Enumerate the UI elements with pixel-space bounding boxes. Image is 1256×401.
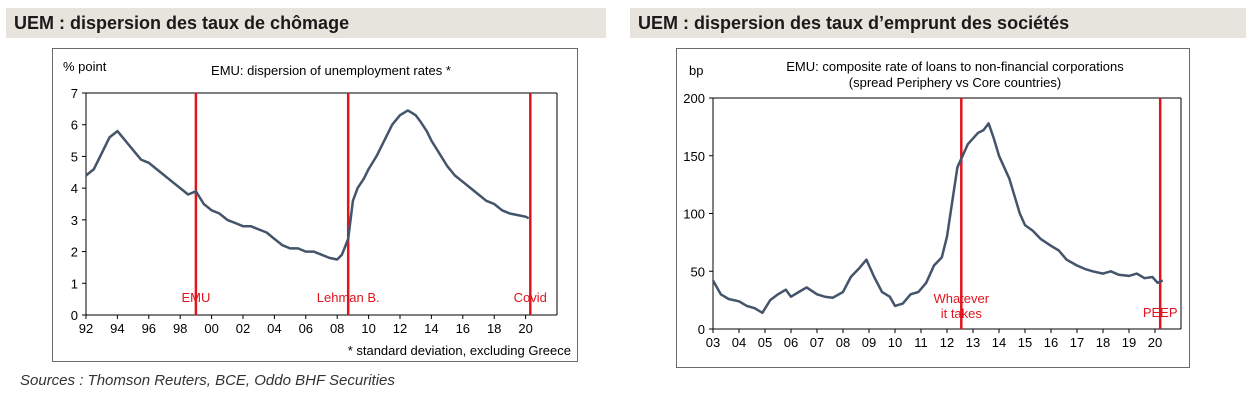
event-label: PEEP <box>1143 305 1178 320</box>
y-tick-label: 200 <box>683 91 705 106</box>
chart-subtitle: (spread Periphery vs Core countries) <box>849 75 1061 90</box>
x-tick-label: 19 <box>1122 335 1136 350</box>
y-tick-label: 2 <box>71 245 78 260</box>
chart-title-left: UEM : dispersion des taux de chômage <box>6 8 606 38</box>
sources-note: Sources : Thomson Reuters, BCE, Oddo BHF… <box>20 372 395 389</box>
y-tick-label: 0 <box>698 322 705 337</box>
x-tick-label: 07 <box>810 335 824 350</box>
y-tick-label: 150 <box>683 149 705 164</box>
x-tick-label: 18 <box>487 321 501 336</box>
event-label: it takes <box>941 306 983 321</box>
event-label: Whatever <box>933 291 989 306</box>
x-tick-label: 92 <box>79 321 93 336</box>
y-tick-label: 7 <box>71 86 78 101</box>
chart-footnote: * standard deviation, excluding Greece <box>348 343 571 358</box>
chart-title: EMU: composite rate of loans to non-fina… <box>786 59 1124 74</box>
series-line <box>711 122 1164 315</box>
x-tick-label: 06 <box>784 335 798 350</box>
y-tick-label: 50 <box>691 264 705 279</box>
x-tick-label: 18 <box>1096 335 1110 350</box>
event-label: EMU <box>181 290 210 305</box>
x-tick-label: 96 <box>142 321 156 336</box>
x-tick-label: 14 <box>424 321 438 336</box>
chart-title: EMU: dispersion of unemployment rates * <box>211 63 451 78</box>
x-tick-label: 04 <box>267 321 281 336</box>
y-tick-label: 6 <box>71 118 78 133</box>
x-tick-label: 14 <box>992 335 1006 350</box>
x-tick-label: 20 <box>1148 335 1162 350</box>
x-tick-label: 08 <box>836 335 850 350</box>
y-tick-label: 4 <box>71 181 78 196</box>
x-tick-label: 98 <box>173 321 187 336</box>
x-tick-label: 16 <box>456 321 470 336</box>
x-tick-label: 10 <box>361 321 375 336</box>
y-axis-label: bp <box>689 63 703 78</box>
x-tick-label: 04 <box>732 335 746 350</box>
x-tick-label: 09 <box>862 335 876 350</box>
x-tick-label: 94 <box>110 321 124 336</box>
x-tick-label: 15 <box>1018 335 1032 350</box>
y-axis-label: % point <box>63 59 107 74</box>
x-tick-label: 05 <box>758 335 772 350</box>
x-tick-label: 02 <box>236 321 250 336</box>
x-tick-label: 03 <box>706 335 720 350</box>
unemployment-dispersion-chart: 0 1 2 3 4 5 6 7 92 94 96 98 00 02 04 06 08 10 12 14 16 18 20 EM… <box>52 48 578 362</box>
x-tick-label: 13 <box>966 335 980 350</box>
series-line <box>85 109 530 261</box>
x-tick-label: 08 <box>330 321 344 336</box>
corporate-borrowing-spread-chart: 0 50 100 150 200 03 04 05 06 07 08 09 10 11 12 13 14 15 16… <box>676 48 1190 368</box>
y-tick-label: 0 <box>71 308 78 323</box>
x-tick-label: 11 <box>914 335 928 350</box>
chart-title-right: UEM : dispersion des taux d’emprunt des … <box>630 8 1246 38</box>
x-tick-label: 12 <box>393 321 407 336</box>
x-tick-label: 06 <box>299 321 313 336</box>
event-label: Covid <box>514 290 547 305</box>
x-tick-label: 16 <box>1044 335 1058 350</box>
y-tick-label: 100 <box>683 207 705 222</box>
x-tick-label: 10 <box>888 335 902 350</box>
y-tick-label: 1 <box>71 276 78 291</box>
y-tick-label: 5 <box>71 149 78 164</box>
event-label: Lehman B. <box>317 290 380 305</box>
x-tick-label: 20 <box>518 321 532 336</box>
x-tick-label: 12 <box>940 335 954 350</box>
borrowing-spread-chart-svg: 0 50 100 150 200 03 04 05 06 07 08 09 10 11 12 13 14 15 16… <box>683 59 1182 350</box>
x-tick-label: 17 <box>1070 335 1084 350</box>
y-tick-label: 3 <box>71 213 78 228</box>
x-tick-label: 00 <box>204 321 218 336</box>
